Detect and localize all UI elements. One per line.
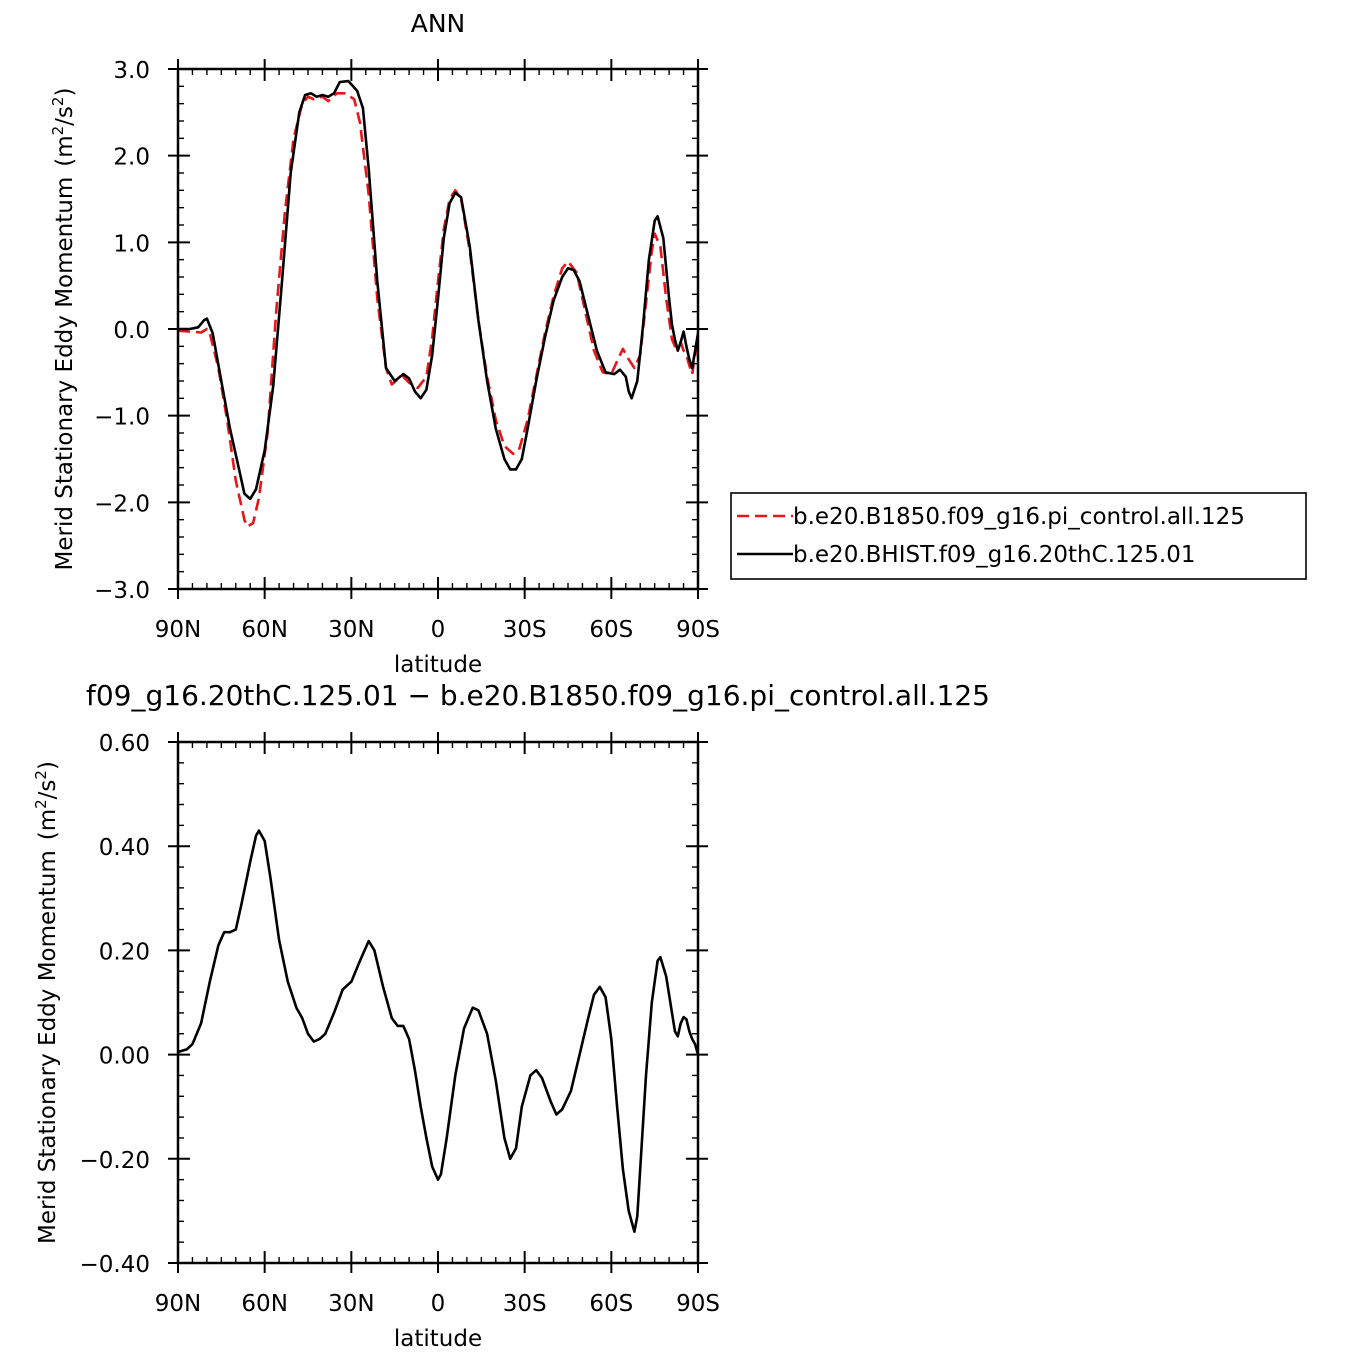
x-tick-label: 90N [155, 1291, 201, 1317]
y-tick-label: 3.0 [113, 58, 150, 84]
x-tick-label: 90S [676, 617, 720, 643]
series-line-0 [178, 829, 698, 1233]
plot-frame [176, 740, 700, 1265]
x-axis-label: latitude [394, 1326, 482, 1352]
series-line-0 [178, 92, 698, 528]
chart-title: f09_g16.20thC.125.01 − b.e20.B1850.f09_g… [86, 679, 990, 712]
x-tick-label: 60S [589, 617, 633, 643]
x-tick-label: 30N [328, 1291, 374, 1317]
series-line-1 [178, 79, 698, 501]
plot-frame [176, 67, 700, 591]
y-unit-exponent: 2 [32, 770, 50, 780]
y-tick-label: −1.0 [94, 405, 150, 431]
y-tick-label: 0.40 [99, 835, 150, 861]
y-label-part: /s [35, 780, 61, 800]
y-tick-label: −0.40 [80, 1252, 150, 1278]
y-label-part: (m [52, 135, 78, 166]
legend-label-1: b.e20.BHIST.f09_g16.20thC.125.01 [793, 542, 1195, 568]
bottom-panel: f09_g16.20thC.125.01 − b.e20.B1850.f09_g… [32, 679, 990, 1352]
y-unit-exponent: 2 [32, 799, 50, 809]
x-tick-label: 90S [676, 1291, 720, 1317]
y-label-part: /s [52, 106, 78, 126]
x-tick-label: 30S [503, 1291, 547, 1317]
y-tick-label: 0.00 [99, 1044, 150, 1070]
y-axis-label: Merid Stationary Eddy Momentum(m2/s2) [49, 88, 78, 571]
y-unit-exponent: 2 [49, 97, 67, 107]
y-unit-exponent: 2 [49, 126, 67, 136]
x-axis-label: latitude [394, 652, 482, 678]
x-tick-label: 0 [431, 617, 446, 643]
y-label-part: Merid Stationary Eddy Momentum [35, 850, 61, 1244]
y-tick-label: −0.20 [80, 1148, 150, 1174]
x-tick-label: 60S [589, 1291, 633, 1317]
y-tick-label: 0.60 [99, 731, 150, 757]
x-tick-label: 30S [503, 617, 547, 643]
chart-title: ANN [411, 9, 466, 38]
y-tick-label: −3.0 [94, 578, 150, 604]
top-panel: ANN 90N 60N 30N 0 30S 60S 90S −3.0 −2.0 −1.0 0.0 1.0… [49, 9, 720, 678]
x-tick-label: 60N [241, 1291, 287, 1317]
x-tick-label: 30N [328, 617, 374, 643]
x-tick-label: 90N [155, 617, 201, 643]
y-label-part: ) [35, 761, 61, 770]
y-tick-label: −2.0 [94, 491, 150, 517]
y-label-part: (m [35, 809, 61, 840]
y-label-part: ) [52, 88, 78, 97]
y-tick-label: 2.0 [113, 145, 150, 171]
y-tick-label: 0.20 [99, 939, 150, 965]
x-tick-label: 0 [431, 1291, 446, 1317]
legend-box [730, 492, 1307, 580]
y-label-part: Merid Stationary Eddy Momentum [52, 177, 78, 571]
y-axis-label: Merid Stationary Eddy Momentum(m2/s2) [32, 761, 61, 1244]
y-tick-label: 0.0 [113, 318, 150, 344]
legend: b.e20.B1850.f09_g16.pi_control.all.125 b.… [730, 492, 1307, 580]
y-tick-label: 1.0 [113, 231, 150, 257]
x-tick-label: 60N [241, 617, 287, 643]
legend-label-0: b.e20.B1850.f09_g16.pi_control.all.125 [793, 504, 1245, 530]
